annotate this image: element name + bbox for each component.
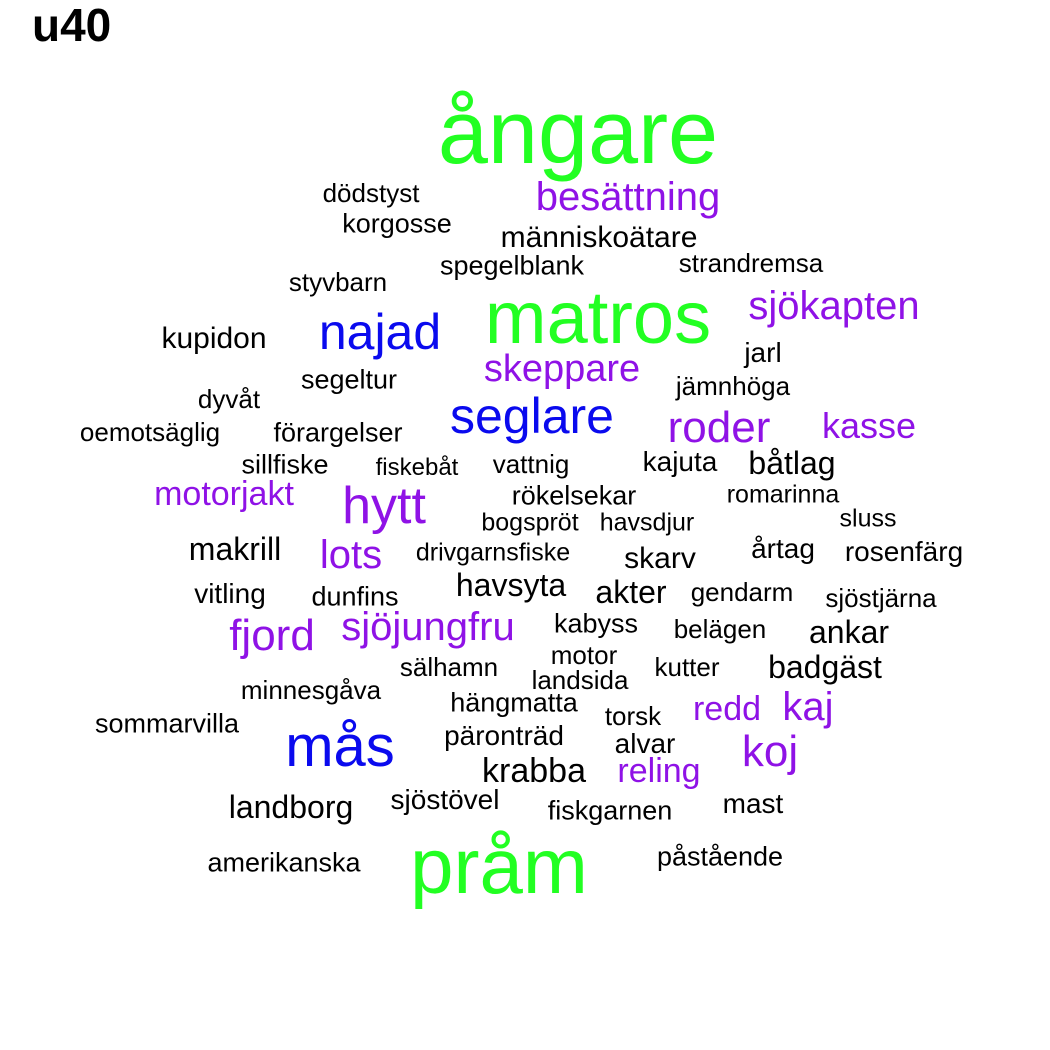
word-rokelsekar: rökelsekar [511,480,637,511]
word-koj: koj [741,727,799,776]
word-havsdjur: havsdjur [599,508,695,537]
word-jarl: jarl [744,337,782,368]
word-parontrad: päronträd [444,720,564,751]
word-landborg: landborg [228,789,354,825]
word-mast: mast [722,788,784,819]
word-skarv: skarv [624,542,696,575]
word-kaj: kaj [782,685,834,729]
word-motor: motor [550,640,618,670]
word-korgosse: korgosse [342,208,452,239]
word-landsida: landsida [531,665,629,695]
word-angare: ångare [437,83,719,183]
word-najad: najad [318,304,442,360]
word-gendarm: gendarm [690,577,794,607]
word-styvbarn: styvbarn [288,267,388,297]
word-belagen: belägen [673,614,767,644]
word-salhamn: sälhamn [399,652,499,682]
word-havsyta: havsyta [455,567,567,603]
page-title: u40 [32,0,112,51]
word-forargelser: förargelser [273,417,403,448]
word-torsk: torsk [604,701,662,731]
word-akter: akter [595,574,667,610]
word-vitling: vitling [194,578,266,609]
word-krabba: krabba [482,752,586,790]
word-makrill: makrill [188,531,282,567]
word-ankar: ankar [808,614,890,650]
word-kajuta: kajuta [642,446,718,477]
word-segeltur: segeltur [300,364,398,395]
word-rosenfarg: rosenfärg [844,536,964,567]
word-manniskoatare: människoätare [500,221,698,254]
word-redd: redd [692,690,762,728]
word-minnesgava: minnesgåva [240,675,382,705]
word-kabyss: kabyss [553,608,639,639]
word-lots: lots [319,533,383,577]
word-amerikanska: amerikanska [207,847,361,878]
word-skeppare: skeppare [483,348,641,390]
word-seglare: seglare [450,388,614,444]
word-sillfiske: sillfiske [241,449,329,480]
word-kutter: kutter [654,652,720,682]
word-hangmatta: hängmatta [450,687,578,718]
word-oemotsaglig: oemotsäglig [79,417,221,447]
word-fiskgarnen: fiskgarnen [547,795,673,826]
word-sjojungfru: sjöjungfru [341,605,515,649]
word-alvar: alvar [614,728,676,759]
word-motorjakt: motorjakt [154,475,294,513]
word-besattning: besättning [535,175,721,219]
word-dodstyst: dödstyst [322,178,420,208]
word-reling: reling [617,752,701,790]
word-kasse: kasse [821,405,917,446]
word-dyvat: dyvåt [197,384,261,414]
word-vattnig: vattnig [492,449,570,479]
word-strandremsa: strandremsa [678,248,824,278]
word-drivgarnsfiske: drivgarnsfiske [415,538,571,567]
word-fjord: fjord [229,611,315,660]
word-fiskebat: fiskebåt [375,454,459,481]
word-mas: mås [285,714,395,779]
word-sjokapten: sjökapten [748,284,920,328]
word-artag: årtag [751,533,815,564]
word-kupidon: kupidon [161,322,267,355]
word-bogsprot: bogspröt [481,508,579,537]
word-sjostjarna: sjöstjärna [825,583,937,613]
word-jamnhoga: jämnhöga [675,371,791,401]
word-batlag: båtlag [748,445,836,481]
word-badgast: badgäst [768,649,882,685]
word-spegelblank: spegelblank [439,250,585,281]
word-dunfins: dunfins [311,581,399,612]
word-matros: matros [484,276,712,359]
word-sjostovel: sjöstövel [390,784,500,815]
word-sluss: sluss [839,504,897,533]
word-hytt: hytt [342,477,426,535]
word-roder: roder [667,403,771,452]
word-sommarvilla: sommarvilla [94,708,240,739]
word-pastaende: påstående [656,841,784,872]
word-romarinna: romarinna [726,480,840,509]
word-pram: pråm [410,822,588,910]
